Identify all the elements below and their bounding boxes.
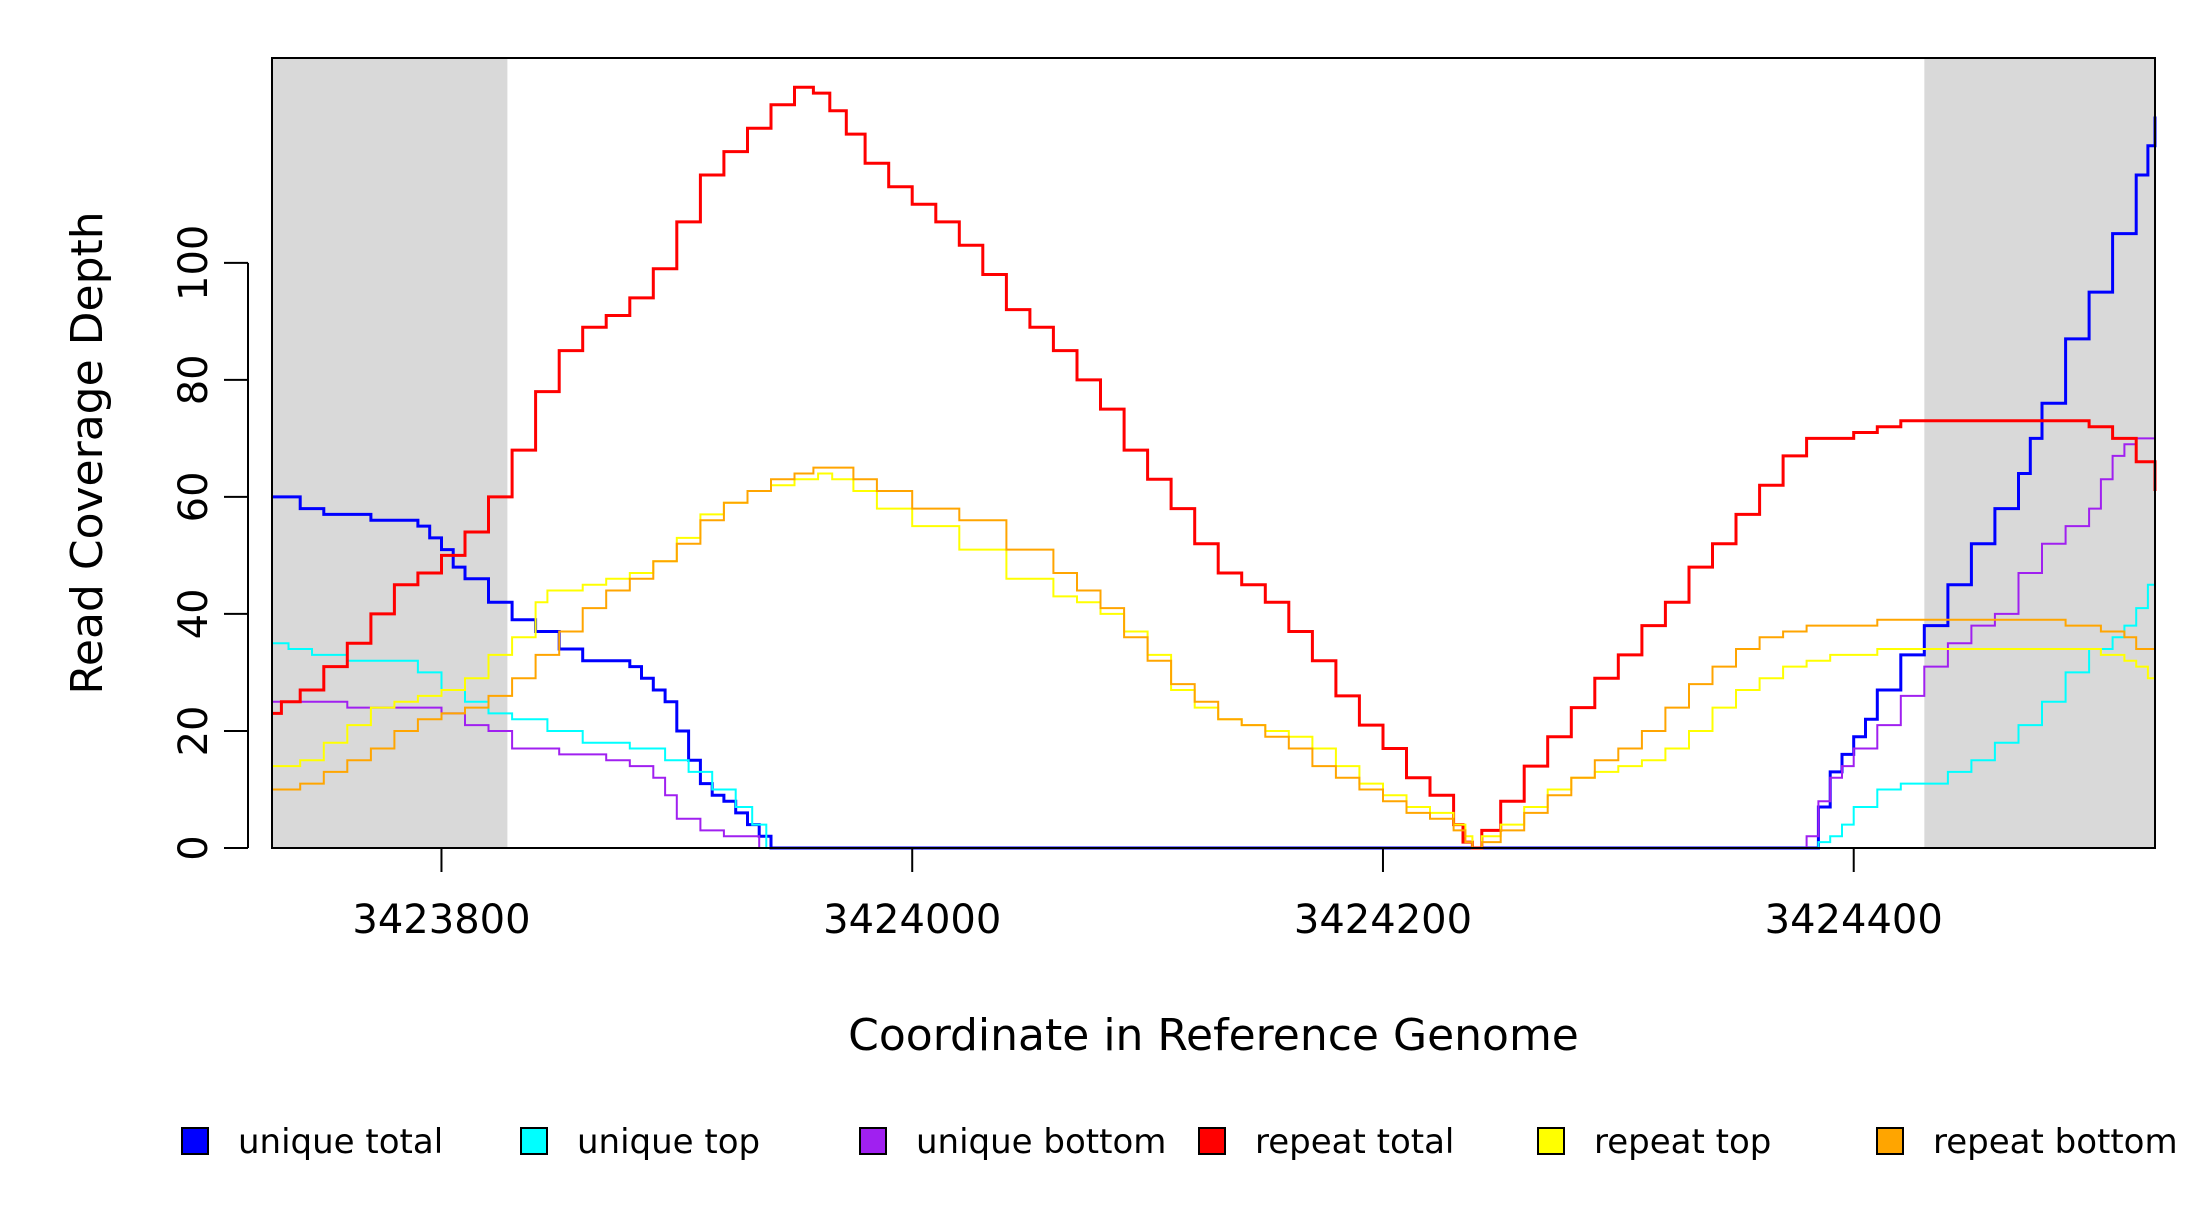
series-line-repeat-total: [272, 85, 2157, 850]
legend-label-repeat-bottom: repeat bottom: [1933, 1122, 2178, 1162]
y-tick-label: 100: [171, 225, 217, 301]
x-tick-label: 3424400: [1765, 897, 1943, 943]
y-tick-label: 40: [171, 588, 217, 639]
y-tick-label: 60: [171, 471, 217, 522]
legend-swatch-repeat-bottom: [1876, 1127, 1904, 1155]
legend-swatch-repeat-total: [1198, 1127, 1226, 1155]
y-axis-title: Read Coverage Depth: [62, 211, 113, 694]
shaded-region-1: [272, 58, 508, 848]
y-tick-label: 20: [171, 706, 217, 757]
shaded-region-2: [1924, 58, 2155, 848]
y-axis: 0 20 40 60 80 100: [171, 225, 249, 861]
series-line-unique-top: [272, 549, 2156, 849]
legend-swatch-unique-bottom: [859, 1127, 887, 1155]
legend-label-unique-total: unique total: [238, 1122, 443, 1162]
legend-swatch-unique-top: [520, 1127, 548, 1155]
x-axis-title: Coordinate in Reference Genome: [848, 1010, 1579, 1061]
series-line-unique-total: [272, 116, 2157, 850]
legend-label-unique-top: unique top: [577, 1122, 760, 1162]
legend: unique total unique top unique bottom repea…: [181, 1122, 2178, 1162]
x-tick-label: 3423800: [352, 897, 530, 943]
y-tick-label: 0: [171, 835, 217, 860]
series-line-repeat-top: [272, 472, 2156, 849]
legend-swatch-unique-total: [181, 1127, 209, 1155]
series-line-repeat-bottom: [272, 466, 2156, 849]
x-axis: 3423800 3424000 3424200 3424400: [352, 847, 1943, 943]
legend-label-repeat-total: repeat total: [1255, 1122, 1454, 1162]
y-tick-label: 80: [171, 354, 217, 405]
legend-swatch-repeat-top: [1537, 1127, 1565, 1155]
plot-frame: [271, 57, 2156, 849]
series-line-unique-bottom: [272, 437, 2155, 849]
shaded-regions: [272, 58, 2155, 848]
series-lines: [272, 85, 2157, 850]
legend-label-repeat-top: repeat top: [1594, 1122, 1771, 1162]
x-tick-label: 3424000: [823, 897, 1001, 943]
legend-label-unique-bottom: unique bottom: [916, 1122, 1166, 1162]
x-tick-label: 3424200: [1294, 897, 1472, 943]
